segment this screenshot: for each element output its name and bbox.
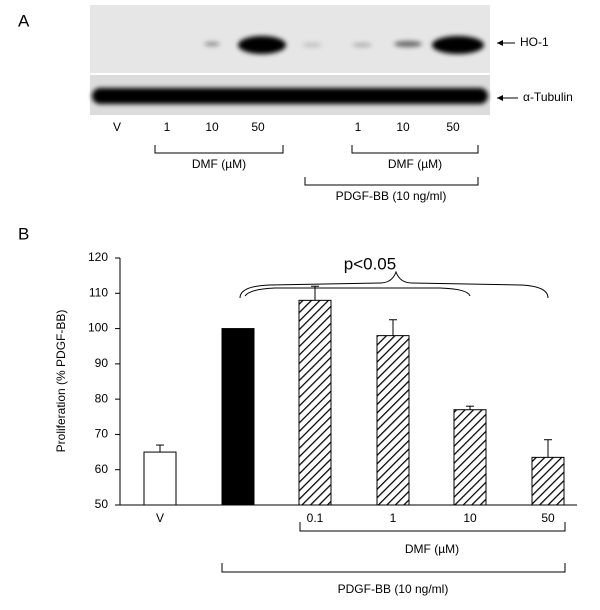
- group-label: DMF (µM): [192, 157, 246, 171]
- y-tick-label: 100: [88, 321, 108, 335]
- y-tick-label: 90: [95, 356, 109, 370]
- lane-label: 50: [251, 120, 265, 134]
- bar: [221, 328, 255, 506]
- lane-label: 50: [446, 120, 460, 134]
- lane-label: 1: [164, 120, 171, 134]
- panel-label: A: [18, 11, 30, 30]
- group-label: PDGF-BB (10 ng/ml): [336, 189, 447, 203]
- blot: [90, 5, 490, 115]
- y-tick-label: 120: [88, 250, 108, 264]
- panel-label: B: [18, 224, 29, 243]
- x-tick-label: 50: [541, 511, 555, 525]
- band-label: α-Tubulin: [523, 90, 573, 104]
- bar: [453, 409, 487, 506]
- y-tick-label: 50: [95, 497, 109, 511]
- group-label: DMF (µM): [405, 542, 459, 556]
- group-label: PDGF-BB (10 ng/ml): [338, 582, 449, 596]
- x-tick-label: 1: [390, 511, 397, 525]
- group-label: DMF (µM): [388, 157, 442, 171]
- annotation: p<0.05: [344, 254, 396, 273]
- y-tick-label: 70: [95, 427, 109, 441]
- x-tick-label: V: [156, 511, 164, 525]
- lane-label: V: [113, 120, 121, 134]
- lane-label: 10: [205, 120, 219, 134]
- y-tick-label: 80: [95, 391, 109, 405]
- x-tick-label: 10: [463, 511, 477, 525]
- lane-label: 1: [355, 120, 362, 134]
- bar: [298, 299, 332, 506]
- bar: [376, 335, 410, 506]
- lane-label: 10: [396, 120, 410, 134]
- y-tick-label: 110: [89, 285, 108, 299]
- y-tick-label: 60: [95, 462, 109, 476]
- band-label: HO-1: [520, 35, 549, 49]
- bar: [143, 451, 177, 506]
- x-tick-label: 0.1: [307, 511, 324, 525]
- bar: [531, 456, 565, 506]
- y-axis-label: Proliferation (% PDGF-BB): [54, 310, 68, 453]
